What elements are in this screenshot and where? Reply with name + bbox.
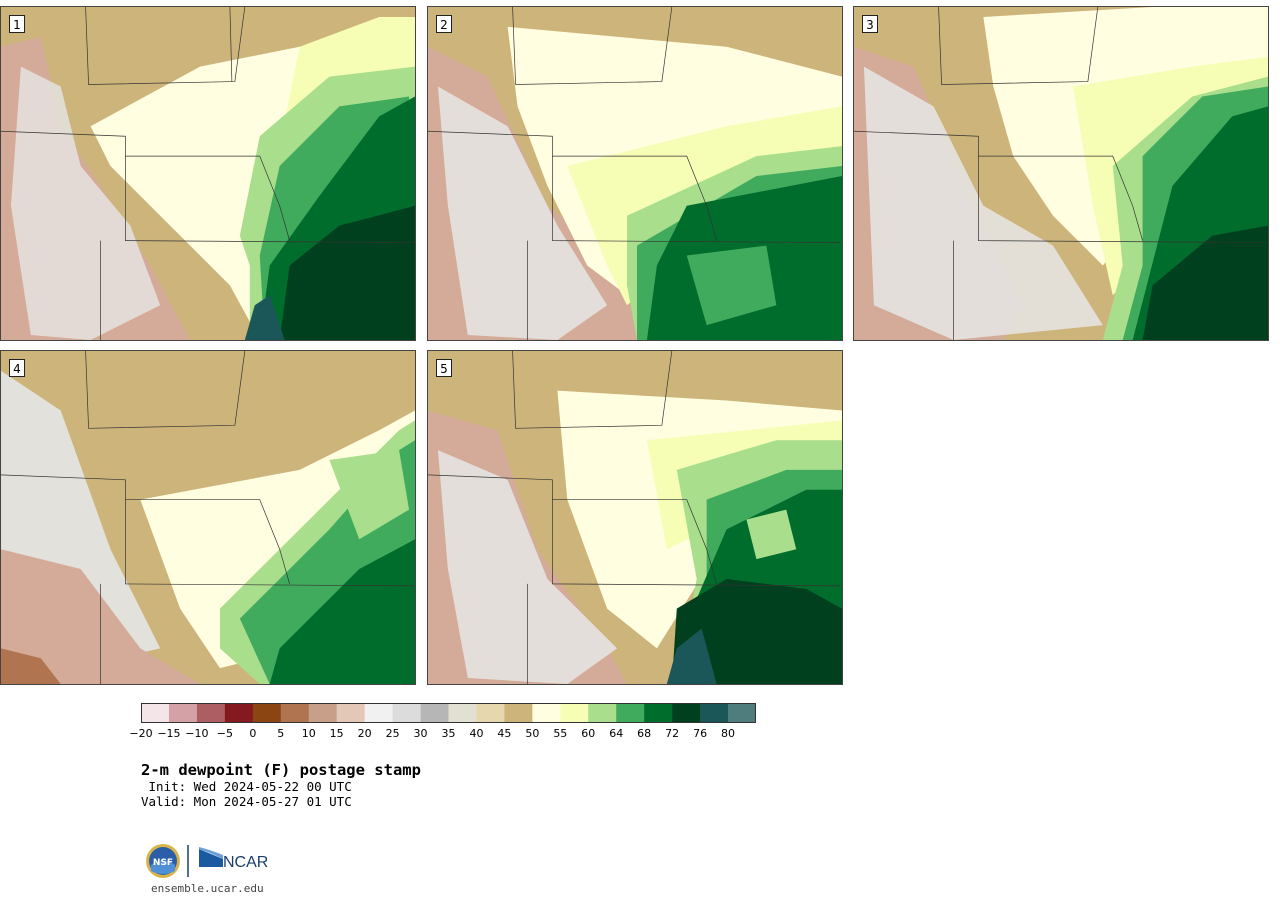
colorbar-tick-label: 45 — [497, 727, 512, 740]
colorbar-tick-label: 20 — [357, 727, 372, 740]
colorbar-swatch — [280, 703, 310, 723]
colorbar-tick-label: 68 — [637, 727, 652, 740]
colorbar-swatch — [448, 703, 477, 723]
dewpoint-map-2 — [428, 7, 842, 340]
member-panel-4: 4 — [0, 350, 416, 685]
valid-time: Valid: Mon 2024-05-27 01 UTC — [141, 794, 352, 809]
nsf-logo-text: NSF — [153, 858, 173, 868]
colorbar-swatch — [364, 703, 393, 723]
colorbar-tick-label: −20 — [129, 727, 153, 740]
colorbar-swatch — [420, 703, 449, 723]
dewpoint-map-4 — [1, 351, 415, 684]
colorbar-swatch — [672, 703, 701, 723]
colorbar-tick-label: 60 — [581, 727, 596, 740]
colorbar — [141, 703, 756, 723]
nsf-ncar-logo: NSF NCAR — [146, 844, 268, 878]
colorbar-swatch — [196, 703, 226, 723]
colorbar-tick-label: −15 — [157, 727, 181, 740]
panel-label: 1 — [9, 15, 25, 33]
member-panel-1: 1 — [0, 6, 416, 341]
colorbar-swatch — [560, 703, 589, 723]
dewpoint-map-1 — [1, 7, 415, 340]
panel-label: 5 — [436, 359, 452, 377]
colorbar-swatch — [616, 703, 645, 723]
member-panel-3: 3 — [853, 6, 1269, 341]
member-panel-2: 2 — [427, 6, 843, 341]
colorbar-tick-label: 64 — [609, 727, 624, 740]
colorbar-tick-label: 25 — [385, 727, 400, 740]
colorbar-swatch — [700, 703, 729, 723]
colorbar-swatch — [504, 703, 533, 723]
colorbar-tick-label: 72 — [665, 727, 680, 740]
colorbar-ticks: −20 −15 −10 −5 0 5 10 15 20 25 30 35 40 45 50 55 60 64 68 7… — [129, 723, 756, 743]
colorbar-tick-label: −5 — [216, 727, 233, 740]
member-panel-5: 5 — [427, 350, 843, 685]
colorbar-swatch — [336, 703, 365, 723]
colorbar-swatch — [224, 703, 254, 723]
colorbar-tick-label: 55 — [553, 727, 568, 740]
ncar-logo-text: NCAR — [223, 854, 268, 871]
colorbar-swatch — [252, 703, 282, 723]
colorbar-border — [141, 703, 756, 723]
colorbar-swatch — [644, 703, 673, 723]
colorbar-tick-label: 76 — [693, 727, 708, 740]
colorbar-tick-label: −10 — [185, 727, 209, 740]
colorbar-swatch — [392, 703, 421, 723]
colorbar-swatch — [588, 703, 617, 723]
logos: NSF NCAR — [145, 843, 285, 883]
panel-label: 2 — [436, 15, 452, 33]
panel-label: 3 — [862, 15, 878, 33]
colorbar-tick-label: 5 — [277, 727, 285, 740]
colorbar-swatch — [728, 703, 756, 723]
init-time: Init: Wed 2024-05-22 00 UTC — [141, 779, 352, 794]
dewpoint-map-3 — [854, 7, 1268, 340]
panel-label: 4 — [9, 359, 25, 377]
colorbar-tick-label: 80 — [721, 727, 736, 740]
colorbar-tick-label: 40 — [469, 727, 484, 740]
colorbar-tick-label: 35 — [441, 727, 456, 740]
colorbar-swatch — [476, 703, 505, 723]
colorbar-tick-label: 10 — [301, 727, 316, 740]
colorbar-swatch — [308, 703, 337, 723]
colorbar-tick-label: 15 — [329, 727, 344, 740]
dewpoint-map-5 — [428, 351, 842, 684]
colorbar-swatch — [141, 703, 170, 723]
colorbar-swatch — [168, 703, 198, 723]
chart-title: 2-m dewpoint (F) postage stamp — [141, 761, 421, 779]
colorbar-swatch — [532, 703, 561, 723]
colorbar-tick-label: 30 — [413, 727, 428, 740]
colorbar-tick-label: 0 — [249, 727, 257, 740]
site-url: ensemble.ucar.edu — [151, 882, 264, 895]
colorbar-tick-label: 50 — [525, 727, 540, 740]
